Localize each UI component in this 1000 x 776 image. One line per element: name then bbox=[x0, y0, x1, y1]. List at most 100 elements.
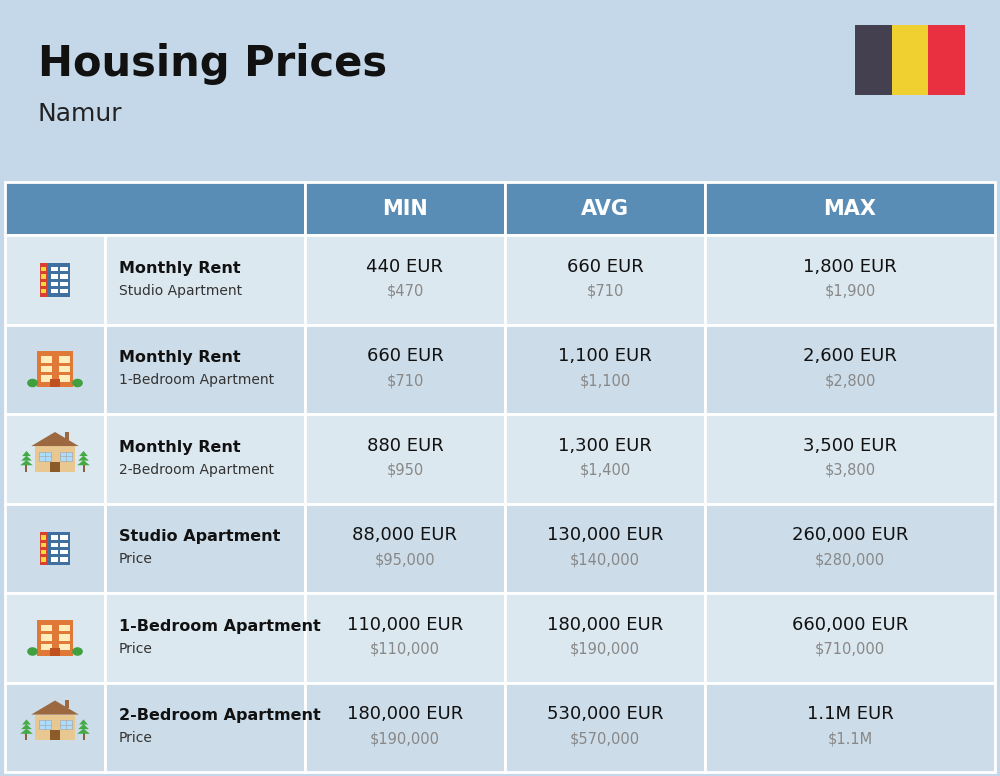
FancyBboxPatch shape bbox=[105, 504, 305, 593]
FancyBboxPatch shape bbox=[41, 550, 46, 554]
Text: $710: $710 bbox=[586, 284, 624, 299]
Polygon shape bbox=[31, 432, 79, 446]
Text: MAX: MAX bbox=[824, 199, 876, 219]
Text: 110,000 EUR: 110,000 EUR bbox=[347, 616, 463, 634]
Polygon shape bbox=[31, 701, 79, 715]
FancyBboxPatch shape bbox=[59, 365, 70, 372]
FancyBboxPatch shape bbox=[5, 683, 105, 772]
FancyBboxPatch shape bbox=[705, 504, 995, 593]
FancyBboxPatch shape bbox=[60, 282, 68, 286]
FancyBboxPatch shape bbox=[51, 289, 58, 293]
Text: 130,000 EUR: 130,000 EUR bbox=[547, 526, 663, 545]
FancyBboxPatch shape bbox=[60, 452, 72, 461]
FancyBboxPatch shape bbox=[105, 324, 305, 414]
FancyBboxPatch shape bbox=[50, 730, 60, 740]
FancyBboxPatch shape bbox=[105, 593, 305, 683]
Text: $2,800: $2,800 bbox=[824, 373, 876, 388]
FancyBboxPatch shape bbox=[40, 532, 48, 565]
Polygon shape bbox=[79, 451, 88, 456]
Polygon shape bbox=[22, 451, 31, 456]
FancyBboxPatch shape bbox=[51, 542, 58, 547]
Text: $950: $950 bbox=[386, 462, 424, 478]
FancyBboxPatch shape bbox=[928, 25, 965, 95]
FancyBboxPatch shape bbox=[41, 557, 46, 562]
FancyBboxPatch shape bbox=[505, 414, 705, 504]
Text: 1,300 EUR: 1,300 EUR bbox=[558, 437, 652, 455]
Circle shape bbox=[28, 379, 37, 386]
FancyBboxPatch shape bbox=[25, 462, 27, 472]
Text: 2-Bedroom Apartment: 2-Bedroom Apartment bbox=[119, 462, 274, 476]
FancyBboxPatch shape bbox=[705, 324, 995, 414]
Text: AVG: AVG bbox=[581, 199, 629, 219]
FancyBboxPatch shape bbox=[60, 267, 68, 272]
Text: 1-Bedroom Apartment: 1-Bedroom Apartment bbox=[119, 373, 274, 387]
Text: 1,100 EUR: 1,100 EUR bbox=[558, 348, 652, 365]
Text: MIN: MIN bbox=[382, 199, 428, 219]
FancyBboxPatch shape bbox=[305, 593, 505, 683]
FancyBboxPatch shape bbox=[5, 324, 105, 414]
FancyBboxPatch shape bbox=[705, 683, 995, 772]
FancyBboxPatch shape bbox=[60, 542, 68, 547]
Text: 1-Bedroom Apartment: 1-Bedroom Apartment bbox=[119, 619, 321, 634]
FancyBboxPatch shape bbox=[505, 683, 705, 772]
FancyBboxPatch shape bbox=[37, 620, 73, 656]
Text: 180,000 EUR: 180,000 EUR bbox=[347, 705, 463, 723]
Text: $1.1M: $1.1M bbox=[827, 731, 873, 747]
Text: $1,400: $1,400 bbox=[579, 462, 631, 478]
FancyBboxPatch shape bbox=[60, 535, 68, 540]
FancyBboxPatch shape bbox=[505, 182, 705, 235]
FancyBboxPatch shape bbox=[65, 701, 69, 708]
FancyBboxPatch shape bbox=[51, 550, 58, 554]
FancyBboxPatch shape bbox=[39, 452, 51, 461]
FancyBboxPatch shape bbox=[59, 356, 70, 362]
FancyBboxPatch shape bbox=[35, 446, 75, 472]
FancyBboxPatch shape bbox=[65, 432, 69, 440]
Text: 2,600 EUR: 2,600 EUR bbox=[803, 348, 897, 365]
FancyBboxPatch shape bbox=[51, 274, 58, 279]
FancyBboxPatch shape bbox=[41, 376, 52, 382]
FancyBboxPatch shape bbox=[60, 289, 68, 293]
Text: $470: $470 bbox=[386, 284, 424, 299]
FancyBboxPatch shape bbox=[60, 550, 68, 554]
FancyBboxPatch shape bbox=[35, 715, 75, 740]
Text: 180,000 EUR: 180,000 EUR bbox=[547, 616, 663, 634]
FancyBboxPatch shape bbox=[59, 625, 70, 631]
FancyBboxPatch shape bbox=[39, 720, 51, 729]
FancyBboxPatch shape bbox=[51, 267, 58, 272]
FancyBboxPatch shape bbox=[5, 593, 105, 683]
Text: $3,800: $3,800 bbox=[824, 462, 876, 478]
FancyBboxPatch shape bbox=[705, 182, 995, 235]
Text: $1,900: $1,900 bbox=[824, 284, 876, 299]
FancyBboxPatch shape bbox=[40, 532, 70, 565]
Polygon shape bbox=[77, 729, 90, 734]
Text: Price: Price bbox=[119, 642, 153, 656]
Text: Price: Price bbox=[119, 731, 153, 745]
Text: $110,000: $110,000 bbox=[370, 642, 440, 656]
FancyBboxPatch shape bbox=[305, 683, 505, 772]
Text: 660,000 EUR: 660,000 EUR bbox=[792, 616, 908, 634]
FancyBboxPatch shape bbox=[892, 25, 928, 95]
FancyBboxPatch shape bbox=[83, 462, 85, 472]
FancyBboxPatch shape bbox=[5, 235, 105, 324]
FancyBboxPatch shape bbox=[505, 235, 705, 324]
FancyBboxPatch shape bbox=[705, 414, 995, 504]
FancyBboxPatch shape bbox=[83, 731, 85, 740]
FancyBboxPatch shape bbox=[41, 634, 52, 641]
FancyBboxPatch shape bbox=[5, 504, 105, 593]
FancyBboxPatch shape bbox=[105, 414, 305, 504]
Text: 1,800 EUR: 1,800 EUR bbox=[803, 258, 897, 276]
Text: 1.1M EUR: 1.1M EUR bbox=[807, 705, 893, 723]
Polygon shape bbox=[20, 460, 33, 466]
FancyBboxPatch shape bbox=[60, 274, 68, 279]
Polygon shape bbox=[20, 729, 33, 734]
FancyBboxPatch shape bbox=[505, 324, 705, 414]
Text: Price: Price bbox=[119, 553, 153, 566]
Text: 530,000 EUR: 530,000 EUR bbox=[547, 705, 663, 723]
FancyBboxPatch shape bbox=[305, 182, 505, 235]
FancyBboxPatch shape bbox=[25, 731, 27, 740]
Polygon shape bbox=[78, 724, 89, 729]
Text: $190,000: $190,000 bbox=[370, 731, 440, 747]
Text: Studio Apartment: Studio Apartment bbox=[119, 284, 242, 298]
FancyBboxPatch shape bbox=[60, 557, 68, 562]
Text: 440 EUR: 440 EUR bbox=[366, 258, 444, 276]
